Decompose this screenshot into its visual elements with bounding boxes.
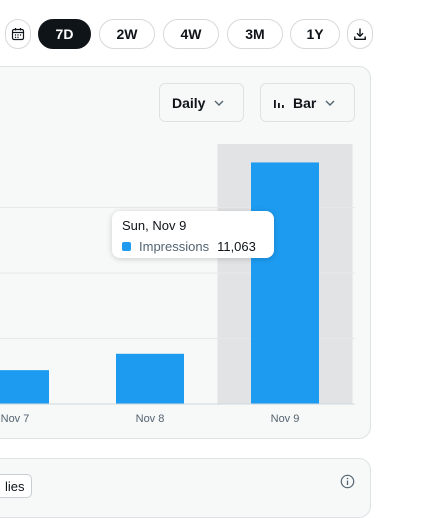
chevron-down-icon <box>214 100 224 106</box>
secondary-card <box>0 458 371 518</box>
range-tab-2w[interactable]: 2W <box>99 19 155 49</box>
bar-nov-7 <box>0 370 49 404</box>
calendar-button[interactable] <box>5 19 31 49</box>
tooltip-value: 11,063 <box>217 239 256 254</box>
x-tick-label: Nov 8 <box>136 413 165 425</box>
secondary-card-tag-label: lies <box>5 478 25 494</box>
tooltip-series-label: Impressions <box>139 239 210 254</box>
secondary-card-tag[interactable]: lies <box>0 474 32 498</box>
x-tick-label: Nov 7 <box>1 413 30 425</box>
chart-tooltip: Sun, Nov 9 Impressions 11,063 <box>112 211 274 258</box>
bar-nov-9 <box>251 162 319 404</box>
range-tab-1y[interactable]: 1Y <box>290 19 340 49</box>
bar-nov-8 <box>116 353 184 404</box>
download-icon <box>354 28 366 40</box>
tooltip-series-swatch <box>122 242 131 251</box>
range-tab-3m[interactable]: 3M <box>227 19 283 49</box>
chevron-down-icon <box>325 100 335 106</box>
range-tab-4w[interactable]: 4W <box>163 19 219 49</box>
interval-dropdown[interactable]: Daily <box>159 83 244 122</box>
impressions-bar-chart: Nov 7 Nov 8 Nov 9 <box>0 144 355 425</box>
download-button[interactable] <box>347 19 373 49</box>
interval-label: Daily <box>172 94 206 111</box>
range-tab-7d[interactable]: 7D <box>38 19 91 49</box>
x-tick-label: Nov 9 <box>271 413 300 425</box>
bar-chart-icon <box>274 99 284 108</box>
calendar-icon <box>11 28 25 41</box>
info-icon[interactable] <box>340 474 355 489</box>
chart-type-dropdown[interactable]: Bar <box>260 83 355 122</box>
tooltip-date: Sun, Nov 9 <box>122 218 187 233</box>
chart-type-label: Bar <box>293 94 317 111</box>
